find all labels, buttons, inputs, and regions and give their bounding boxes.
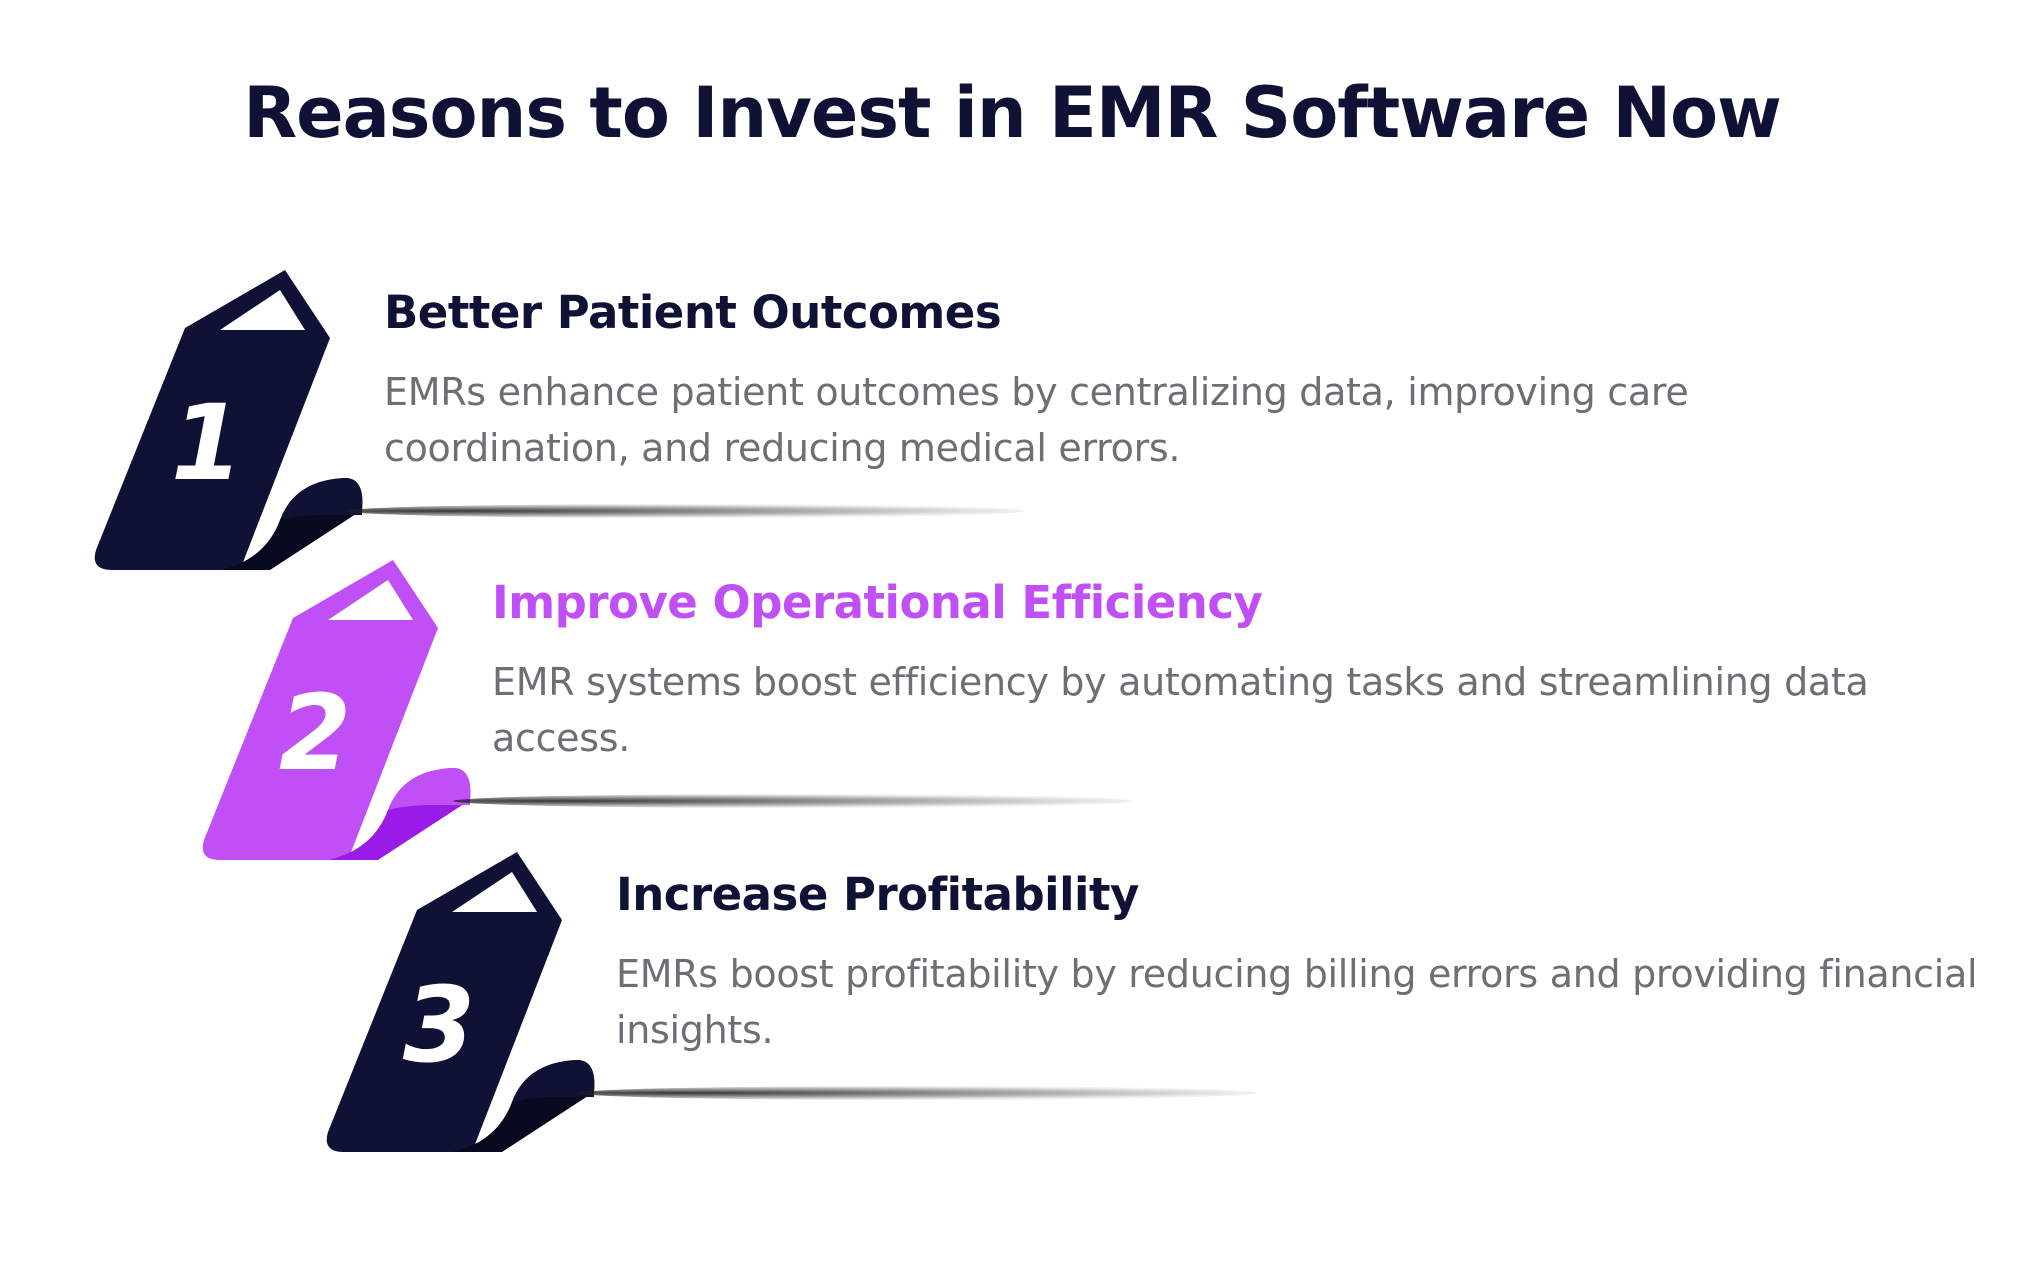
reason-text-1: EMRs enhance patient outcomes by central… xyxy=(384,370,1689,470)
reason-heading-3: Increase Profitability xyxy=(616,868,1139,921)
shadow-underline-1 xyxy=(345,504,1025,518)
page-title: Reasons to Invest in EMR Software Now xyxy=(243,72,1782,154)
number-badge-1: 1 xyxy=(90,270,390,580)
reason-text-2: EMR systems boost efficiency by automati… xyxy=(492,660,1869,760)
reason-text-3: EMRs boost profitability by reducing bil… xyxy=(616,952,1978,1052)
reason-heading-1: Better Patient Outcomes xyxy=(384,286,1002,339)
badge-number-2: 2 xyxy=(278,672,352,794)
ribbon-shape-2 xyxy=(202,560,471,860)
badge-number-1: 1 xyxy=(170,382,244,504)
reason-item-2: 2 Improve Operational Efficiency EMR sys… xyxy=(198,560,1898,870)
shadow-underline-3 xyxy=(577,1086,1257,1100)
reason-heading-2: Improve Operational Efficiency xyxy=(492,576,1263,629)
number-badge-3: 3 xyxy=(322,852,622,1162)
reason-item-1: 1 Better Patient Outcomes EMRs enhance p… xyxy=(90,270,1790,580)
shadow-underline-2 xyxy=(453,794,1133,808)
number-badge-2: 2 xyxy=(198,560,498,870)
reason-item-3: 3 Increase Profitability EMRs boost prof… xyxy=(322,852,2022,1162)
badge-number-3: 3 xyxy=(402,964,476,1086)
ribbon-shape-1 xyxy=(94,270,363,570)
ribbon-shape-3 xyxy=(326,852,595,1152)
